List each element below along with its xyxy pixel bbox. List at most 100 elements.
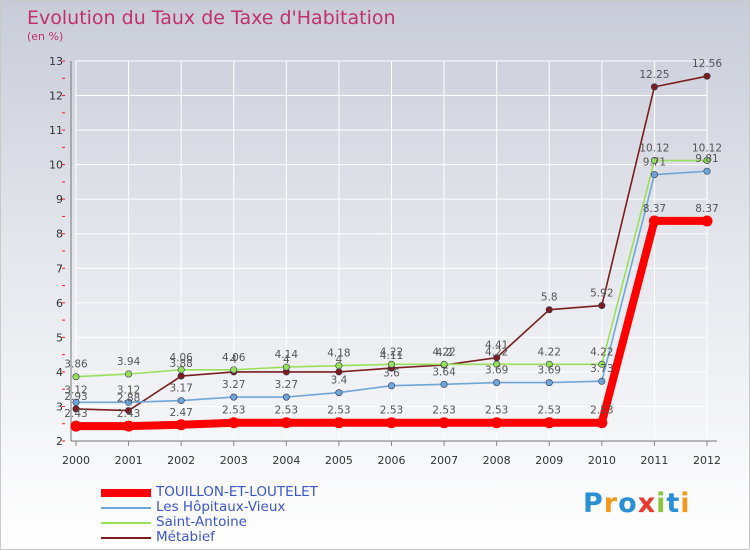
data-label: 2.53 — [327, 405, 350, 417]
data-label: 3.4 — [331, 375, 348, 387]
data-label: 9.81 — [695, 153, 718, 165]
data-label: 2.53 — [590, 405, 613, 417]
x-tick-label: 2000 — [62, 454, 90, 467]
data-point — [333, 417, 345, 429]
data-label: 12.56 — [692, 58, 722, 70]
x-tick-label: 2001 — [115, 454, 143, 467]
data-label: 2.53 — [380, 405, 403, 417]
y-tick-label: 13 — [49, 55, 63, 68]
data-label: 2.47 — [169, 407, 192, 419]
data-point — [386, 417, 397, 429]
data-label: 4.14 — [275, 349, 299, 361]
x-tick-label: 2003 — [220, 454, 248, 467]
data-label: 3.94 — [117, 356, 141, 368]
legend-swatch — [101, 489, 151, 497]
data-point — [280, 417, 292, 429]
legend-label: Les Hôpitaux-Vieux — [156, 499, 286, 515]
data-label: 4.18 — [327, 348, 350, 360]
logo-letter: P — [583, 488, 604, 519]
data-point — [545, 360, 553, 368]
data-label: 4.22 — [432, 346, 455, 358]
data-label: 4.41 — [485, 340, 508, 352]
data-label: 2.53 — [222, 405, 245, 417]
data-point — [387, 360, 395, 368]
data-label: 2.88 — [117, 393, 140, 405]
x-tick-label: 2011 — [640, 454, 668, 467]
data-label: 2.53 — [275, 405, 298, 417]
logo-letter: o — [618, 488, 638, 519]
data-point — [123, 420, 135, 432]
data-point — [177, 397, 185, 405]
y-tick-label: 11 — [49, 124, 63, 137]
data-point — [650, 171, 658, 179]
data-point — [703, 72, 711, 80]
data-label: 2.53 — [538, 405, 561, 417]
data-label: 10.12 — [692, 142, 722, 154]
data-point — [440, 380, 448, 388]
legend-swatch — [101, 522, 151, 524]
chart-title: Evolution du Taux de Taxe d'Habitation — [27, 7, 396, 29]
data-point — [175, 419, 187, 431]
data-point — [650, 156, 658, 164]
legend-swatch — [101, 507, 151, 509]
data-label: 2.43 — [64, 408, 87, 420]
data-point — [335, 389, 343, 397]
logo-letter: i — [656, 488, 667, 519]
x-tick-label: 2008 — [483, 454, 511, 467]
data-label: 3.17 — [169, 383, 192, 395]
data-label: 3.12 — [64, 384, 87, 396]
data-label: 8.37 — [643, 203, 666, 215]
data-label: 4.22 — [590, 346, 613, 358]
axis-layer: 2 3 4 5 6 7 8 9 10 11 12 13 2000 2001 2002 2003 2004 2005… — [49, 55, 721, 467]
data-point — [703, 156, 711, 164]
data-label: 4 — [283, 354, 290, 366]
data-point — [596, 417, 608, 429]
data-point — [438, 417, 450, 429]
data-point — [125, 398, 133, 406]
data-label: 10.12 — [639, 142, 669, 154]
data-point — [335, 362, 343, 370]
data-label-layer: 2.43 2.43 2.47 2.53 2.53 2.53 2.53 2.53 2.53 2.53… — [64, 58, 722, 420]
proxiti-logo: Proxiti — [583, 488, 691, 519]
logo-letter: x — [637, 488, 657, 519]
data-point — [72, 373, 80, 381]
y-tick-label: 7 — [56, 262, 63, 275]
data-label: 2.53 — [432, 405, 455, 417]
data-point — [491, 417, 503, 429]
data-point — [648, 215, 660, 227]
data-point — [177, 372, 185, 380]
data-label: 5.92 — [590, 288, 613, 300]
data-point — [598, 302, 606, 310]
x-tick-label: 2009 — [535, 454, 563, 467]
data-point — [125, 370, 133, 378]
y-tick-label: 3 — [56, 400, 63, 413]
data-point — [703, 167, 711, 175]
data-label: 4 — [230, 354, 237, 366]
y-tick-label: 9 — [56, 193, 63, 206]
data-label: 4 — [336, 354, 343, 366]
data-label: 2.53 — [485, 405, 508, 417]
x-tick-label: 2010 — [588, 454, 616, 467]
data-label: 3.64 — [432, 366, 456, 378]
data-point — [177, 366, 185, 374]
data-label: 4.11 — [380, 350, 403, 362]
x-tick-label: 2012 — [693, 454, 721, 467]
data-label: 12.25 — [639, 69, 669, 81]
y-tick-label: 6 — [56, 297, 63, 310]
data-point — [230, 366, 238, 374]
y-tick-label: 10 — [49, 159, 63, 172]
data-label: 4.06 — [222, 352, 246, 364]
data-label: 3.69 — [538, 365, 561, 377]
data-point — [493, 379, 501, 387]
data-label: 4.22 — [485, 346, 508, 358]
y-tick-label: 4 — [56, 366, 63, 379]
y-tick-label: 12 — [49, 90, 63, 103]
y-tick-label: 8 — [56, 228, 63, 241]
data-label: 2.43 — [117, 408, 140, 420]
x-tick-label: 2007 — [430, 454, 458, 467]
data-label: 3.69 — [485, 365, 508, 377]
data-point — [440, 360, 448, 368]
data-point — [493, 360, 501, 368]
data-label: 9.71 — [643, 157, 666, 169]
